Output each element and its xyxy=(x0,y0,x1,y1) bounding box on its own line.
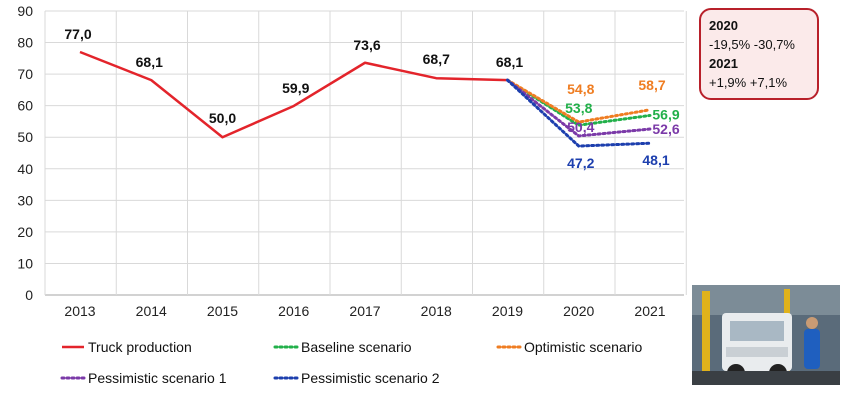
callout-range-2021: +1,9% +7,1% xyxy=(709,75,788,90)
y-tick-20: 20 xyxy=(17,224,33,240)
callout-range-2020: -19,5% -30,7% xyxy=(709,37,795,52)
grid-layer xyxy=(44,10,687,296)
series-line-3 xyxy=(506,78,652,138)
data-label-s0-1: 68,1 xyxy=(136,54,163,70)
y-tick-30: 30 xyxy=(17,192,33,208)
data-label-s0-5: 68,7 xyxy=(423,51,450,67)
legend-label-1: Baseline scenario xyxy=(301,339,412,355)
x-tick-2020: 2020 xyxy=(563,303,594,319)
series-line-2 xyxy=(506,78,652,124)
data-label-s3-8: 52,6 xyxy=(652,121,679,137)
callout-year-2020: 2020 xyxy=(709,18,738,33)
series-line-0 xyxy=(79,50,508,139)
x-tick-2018: 2018 xyxy=(421,303,452,319)
data-label-s1-7: 53,8 xyxy=(565,100,592,116)
data-label-s2-7: 54,8 xyxy=(567,81,594,97)
legend-label-0: Truck production xyxy=(88,339,192,355)
x-tick-2017: 2017 xyxy=(349,303,380,319)
y-tick-60: 60 xyxy=(17,98,33,114)
data-label-s4-8: 48,1 xyxy=(642,152,669,168)
data-label-s4-7: 47,2 xyxy=(567,155,594,171)
callout-year-2021: 2021 xyxy=(709,56,738,71)
y-tick-0: 0 xyxy=(25,287,33,303)
tick-layer: 0 10 20 30 40 50 60 70 80 90 2013 2014 2015 2016 2017 2… xyxy=(17,3,665,319)
x-tick-2014: 2014 xyxy=(136,303,167,319)
series-layer xyxy=(79,50,652,148)
y-tick-40: 40 xyxy=(17,161,33,177)
y-tick-10: 10 xyxy=(17,255,33,271)
truck-factory-photo xyxy=(692,285,840,385)
legend: Truck production Baseline scenario Optimis… xyxy=(60,339,642,386)
y-tick-70: 70 xyxy=(17,66,33,82)
data-label-layer: 77,0 68,1 50,0 59,9 73,6 68,7 68,1 53,8 56,9 54,8… xyxy=(64,26,679,171)
x-tick-2019: 2019 xyxy=(492,303,523,319)
y-tick-50: 50 xyxy=(17,129,33,145)
y-tick-80: 80 xyxy=(17,35,33,51)
data-label-s0-6: 68,1 xyxy=(496,54,523,70)
legend-label-3: Pessimistic scenario 1 xyxy=(88,370,227,386)
legend-label-4: Pessimistic scenario 2 xyxy=(301,370,440,386)
data-label-s0-3: 59,9 xyxy=(282,80,309,96)
data-label-s0-0: 77,0 xyxy=(64,26,91,42)
data-label-s0-2: 50,0 xyxy=(209,110,236,126)
legend-label-2: Optimistic scenario xyxy=(524,339,642,355)
data-label-s3-7: 50,4 xyxy=(567,119,594,135)
y-tick-90: 90 xyxy=(17,3,33,19)
x-tick-2021: 2021 xyxy=(634,303,665,319)
series-line-4 xyxy=(506,78,652,148)
x-tick-2016: 2016 xyxy=(278,303,309,319)
data-label-s2-8: 58,7 xyxy=(638,77,665,93)
change-callout-box: 2020 -19,5% -30,7% 2021 +1,9% +7,1% xyxy=(699,8,819,100)
x-tick-2013: 2013 xyxy=(64,303,95,319)
data-label-s0-4: 73,6 xyxy=(353,37,380,53)
data-label-s1-8: 56,9 xyxy=(652,106,679,122)
x-tick-2015: 2015 xyxy=(207,303,238,319)
